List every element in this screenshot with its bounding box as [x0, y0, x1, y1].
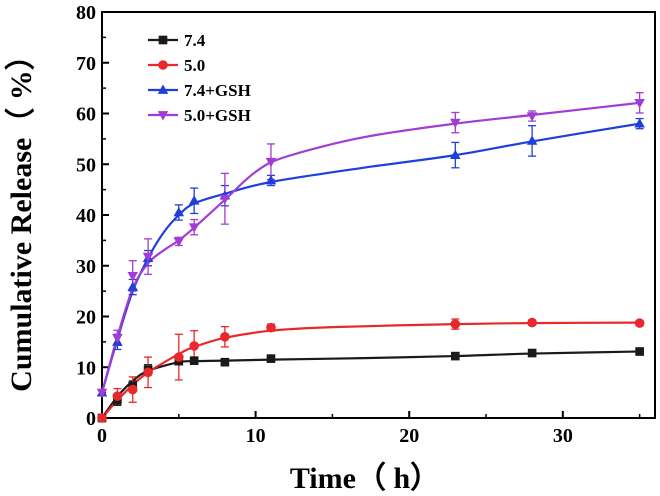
series-5-0-point	[266, 322, 276, 333]
legend: 7.4 5.0 7.4+GSH 5.0+GSH	[148, 31, 251, 125]
series-5-0-point	[527, 317, 537, 328]
legend-7-4-gsh-marker	[157, 84, 169, 94]
legend-5-0-gsh-marker	[157, 111, 169, 121]
series-5-0-point	[127, 384, 138, 395]
series-5-0-gsh-point	[127, 272, 139, 282]
data-markers	[96, 99, 645, 423]
x-tick-label: 20	[399, 425, 419, 447]
series-5-0-point	[143, 367, 153, 378]
series-5-0-point	[450, 319, 461, 329]
y-tick-label: 30	[76, 256, 96, 278]
legend-7-4-marker	[158, 35, 168, 45]
series-5-0-point	[634, 318, 645, 328]
y-tick-label: 20	[76, 307, 96, 329]
legend-7-4-label: 7.4	[184, 31, 206, 50]
series-5-0-curve	[101, 321, 640, 419]
fit-curves	[100, 101, 640, 419]
y-tick-label: 50	[76, 154, 96, 176]
series-5-0-point	[189, 341, 199, 351]
x-tick-label: 30	[553, 425, 573, 447]
series-7-4-point	[635, 347, 644, 356]
y-tick-label: 70	[76, 53, 96, 75]
series-7-4-point	[266, 354, 276, 363]
y-tick-label: 10	[76, 357, 96, 379]
series-5-0-gsh-point	[173, 237, 185, 247]
series-7-4-gsh-point	[173, 206, 185, 217]
series-5-0-gsh-point	[142, 252, 154, 263]
series-7-4-gsh-point	[188, 195, 200, 205]
series-5-0-gsh-point	[96, 388, 108, 399]
x-tick-label: 0	[97, 425, 107, 447]
series-5-0-gsh-point	[526, 112, 538, 122]
legend-5-0-label: 5.0	[184, 56, 205, 75]
series-5-0-gsh-point	[450, 118, 461, 129]
series-5-0-point	[174, 352, 184, 362]
series-7-4-point	[450, 351, 460, 361]
legend-5-0-gsh-label: 5.0+GSH	[184, 106, 251, 125]
series-7-4-gsh-point	[127, 281, 139, 291]
axes: 0 10 20 30 40 50 60 70 80 0 10 20 30	[76, 2, 656, 447]
series-7-4-gsh-point	[634, 118, 645, 128]
y-tick-label: 60	[76, 104, 96, 126]
series-7-4-point	[189, 356, 199, 365]
x-axis-title: Time（ h）	[290, 461, 440, 495]
series-5-0-gsh-point	[112, 333, 123, 344]
legend-5-0-marker	[158, 60, 168, 70]
series-7-4-gsh-point	[265, 174, 277, 185]
legend-7-4-gsh-label: 7.4+GSH	[184, 81, 251, 100]
y-tick-label: 0	[86, 408, 96, 430]
series-5-0-gsh-point	[634, 99, 645, 109]
series-7-4-gsh-point	[450, 149, 461, 159]
series-5-0-point	[220, 332, 230, 342]
series-7-4-point	[527, 348, 537, 358]
y-tick-label: 40	[76, 205, 96, 227]
series-5-0-gsh-point	[265, 157, 277, 168]
series-5-0-point	[112, 391, 123, 401]
series-7-4-point	[220, 357, 230, 367]
y-axis-title: Cumulative Release（ %）	[4, 40, 38, 392]
series-5-0-gsh-point	[219, 194, 231, 205]
series-5-0-point	[97, 413, 107, 423]
y-tick-label: 80	[76, 2, 96, 24]
series-7-4-gsh-point	[526, 135, 538, 145]
x-tick-label: 10	[246, 425, 266, 447]
series-5-0-gsh-curve	[100, 101, 640, 393]
series-5-0-gsh-point	[188, 223, 200, 233]
